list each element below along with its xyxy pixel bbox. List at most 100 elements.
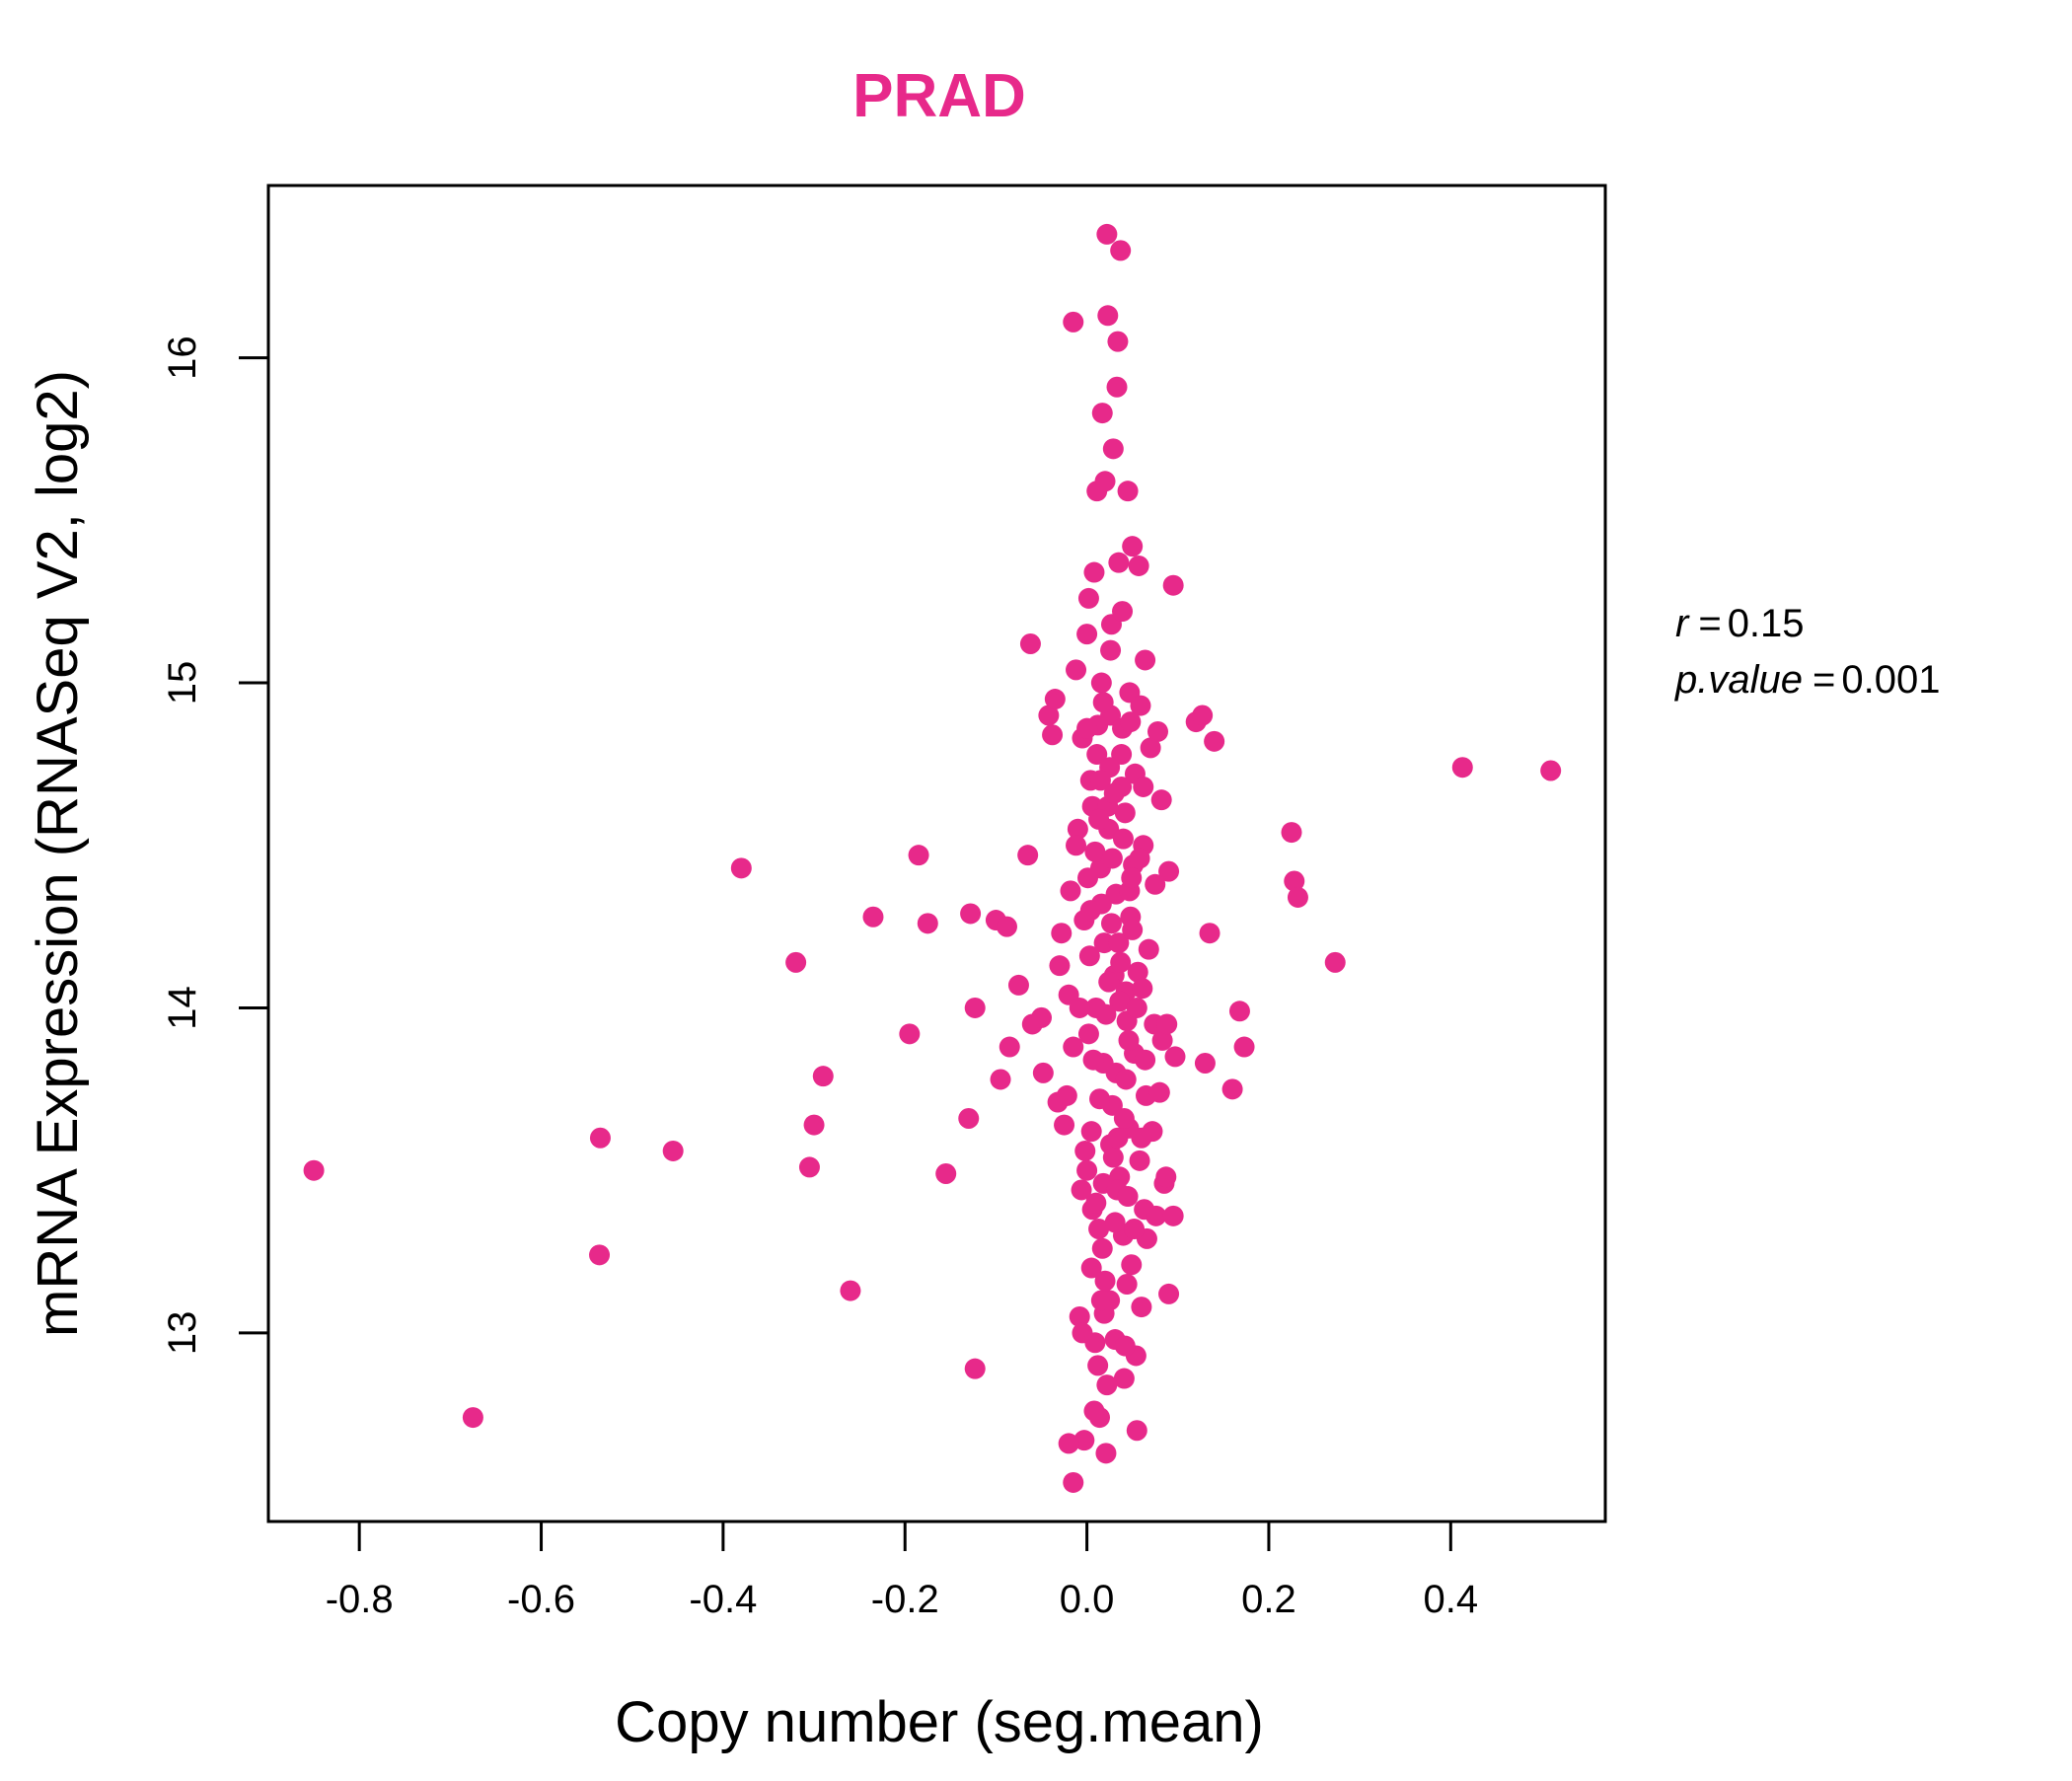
data-point xyxy=(1096,223,1118,245)
data-point xyxy=(1072,1322,1093,1344)
data-point xyxy=(1131,1127,1152,1149)
data-point xyxy=(1281,822,1302,844)
data-point xyxy=(1151,1029,1173,1051)
data-point xyxy=(1158,860,1180,882)
data-point xyxy=(1162,574,1184,596)
data-point xyxy=(1079,900,1101,922)
x-tick-label: 0.4 xyxy=(1423,1578,1478,1621)
data-point xyxy=(1080,1257,1102,1279)
data-point xyxy=(1104,1212,1126,1233)
x-tick-label: 0.2 xyxy=(1241,1578,1296,1621)
data-point xyxy=(1145,873,1166,895)
data-point xyxy=(1113,1368,1135,1389)
data-point xyxy=(1071,1179,1092,1201)
data-point xyxy=(1162,1205,1184,1226)
data-point xyxy=(1076,624,1098,645)
data-point xyxy=(1100,913,1122,934)
r-equals: = xyxy=(1698,602,1721,645)
data-point xyxy=(1113,1107,1135,1129)
r-value: 0.15 xyxy=(1728,602,1805,645)
y-tick-label: 16 xyxy=(161,335,204,380)
data-point xyxy=(1051,923,1073,944)
data-point xyxy=(1132,978,1153,1000)
data-point xyxy=(1112,601,1134,623)
data-point xyxy=(1054,1114,1075,1136)
data-point xyxy=(935,1162,957,1184)
data-point xyxy=(1056,1084,1077,1106)
data-point xyxy=(1129,1150,1150,1171)
data-point xyxy=(1150,789,1172,811)
data-point xyxy=(1084,841,1106,862)
data-point xyxy=(1128,555,1149,576)
plot-frame xyxy=(266,184,1607,1523)
x-tick-label: -0.4 xyxy=(689,1578,757,1621)
p-symbol: p.value xyxy=(1674,658,1803,702)
data-point xyxy=(1140,737,1161,759)
data-point xyxy=(1135,1049,1156,1071)
p-value: 0.001 xyxy=(1841,658,1940,702)
data-point xyxy=(1116,1274,1138,1296)
data-point xyxy=(1122,919,1144,940)
data-point xyxy=(1138,938,1159,960)
data-point xyxy=(1127,961,1148,983)
data-point xyxy=(1451,757,1473,779)
data-point xyxy=(1107,331,1129,352)
data-point xyxy=(1069,997,1090,1018)
data-point xyxy=(1078,945,1100,967)
data-point xyxy=(1135,649,1156,671)
data-point xyxy=(1091,403,1113,424)
data-point xyxy=(785,951,807,973)
data-point xyxy=(960,903,982,925)
data-point xyxy=(1077,867,1099,889)
data-point xyxy=(1093,932,1115,954)
data-point xyxy=(1540,760,1562,781)
data-point xyxy=(1126,1420,1147,1442)
data-point xyxy=(1118,1029,1140,1051)
data-point xyxy=(1091,1237,1113,1259)
x-tick-label: -0.6 xyxy=(507,1578,575,1621)
y-axis: 13 14 15 16 xyxy=(161,335,270,1355)
data-point xyxy=(1121,867,1143,889)
data-point xyxy=(662,1140,684,1161)
chart-title: PRAD xyxy=(852,62,1026,130)
data-point xyxy=(1038,705,1060,726)
data-point xyxy=(1096,1374,1118,1396)
data-point xyxy=(1117,481,1139,502)
data-point xyxy=(1146,1205,1167,1226)
data-point xyxy=(1108,932,1130,954)
data-point xyxy=(1076,717,1098,739)
data-point xyxy=(958,1107,980,1129)
data-point xyxy=(1097,305,1119,327)
data-point xyxy=(1102,438,1124,460)
data-point xyxy=(1083,1400,1105,1422)
data-point xyxy=(1077,1023,1099,1045)
data-point xyxy=(1083,561,1105,583)
x-tick-label: -0.8 xyxy=(326,1578,394,1621)
data-point xyxy=(1049,955,1071,977)
data-point xyxy=(1120,711,1142,733)
data-point xyxy=(862,906,884,928)
data-point xyxy=(1117,1186,1139,1208)
data-point xyxy=(899,1023,921,1045)
data-point xyxy=(1067,818,1088,840)
data-point xyxy=(964,1358,986,1379)
y-tick-label: 14 xyxy=(161,986,204,1029)
data-point xyxy=(1032,1062,1054,1083)
data-point xyxy=(1100,639,1122,661)
data-point xyxy=(1042,724,1064,746)
data-point xyxy=(1088,1088,1110,1110)
data-points xyxy=(303,223,1562,1493)
data-point xyxy=(1156,1013,1178,1035)
data-point xyxy=(803,1114,825,1136)
x-tick-label: 0.0 xyxy=(1060,1578,1115,1621)
data-point xyxy=(1121,1254,1143,1276)
data-point xyxy=(1112,828,1134,850)
data-point xyxy=(1122,536,1144,557)
data-point xyxy=(1087,1355,1109,1376)
data-point xyxy=(990,1069,1011,1090)
data-point xyxy=(1094,1270,1116,1292)
data-point xyxy=(1109,991,1131,1012)
data-point xyxy=(1129,848,1150,869)
